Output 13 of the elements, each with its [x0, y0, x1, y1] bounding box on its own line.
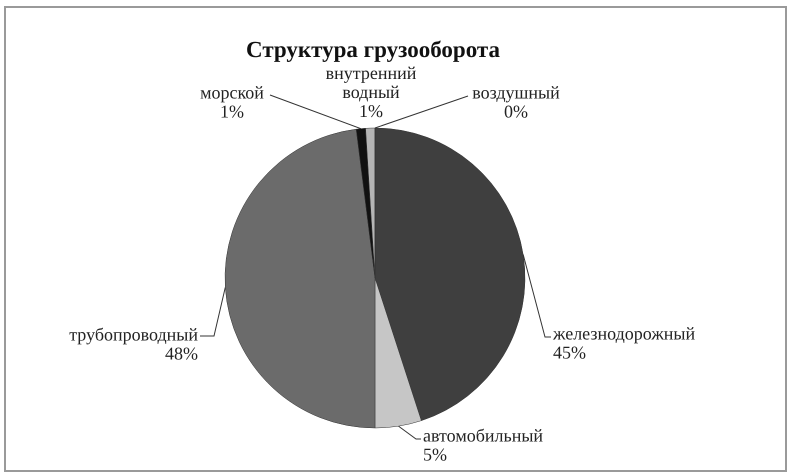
slice-label: морской: [200, 82, 264, 102]
category-label: воздушный: [472, 82, 560, 102]
data-label: 1%: [220, 102, 244, 122]
slice-label: железнодорожный: [552, 324, 696, 344]
chart-title: Структура грузооборота: [246, 37, 500, 62]
slice-label: внутренний водный: [326, 63, 417, 102]
data-label: 48%: [165, 344, 198, 364]
slice-label: автомобильный: [423, 426, 544, 446]
data-label: 45%: [553, 342, 586, 362]
data-label: 1%: [359, 101, 383, 121]
data-label: 5%: [423, 444, 447, 464]
text: 0%: [504, 102, 528, 122]
slice-label: трубопроводный: [69, 324, 198, 344]
